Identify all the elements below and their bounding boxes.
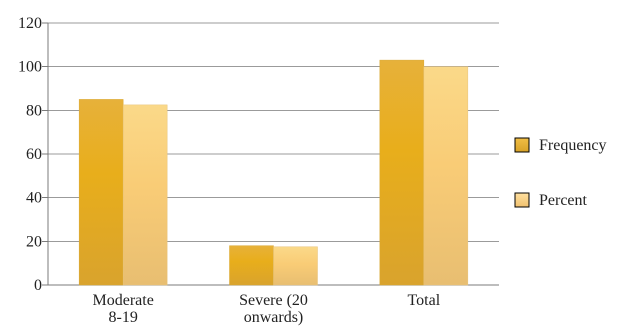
x-tick-label-line: Total: [408, 292, 441, 309]
x-tick-label: Total: [408, 292, 441, 309]
y-tick-label: 0: [34, 277, 42, 294]
x-tick-label-line: 8-19: [109, 309, 138, 326]
y-axis-ticks: 0 20 40 60 80 100 120: [18, 15, 48, 294]
legend-swatch-frequency: [514, 137, 530, 153]
bars: [78, 59, 469, 286]
legend-label-percent: Percent: [539, 192, 588, 209]
x-axis-ticks: Moderate 8-19 Severe (20 onwards) Total: [93, 292, 441, 326]
legend-label-frequency: Frequency: [539, 137, 607, 154]
bar-percent: [423, 66, 469, 286]
x-tick-label: Moderate 8-19: [93, 292, 154, 326]
y-tick-label: 100: [18, 59, 42, 76]
y-tick-label: 80: [26, 102, 42, 119]
legend-swatch-percent: [514, 192, 530, 208]
y-tick-label: 60: [26, 146, 42, 163]
y-tick-label: 120: [18, 15, 42, 32]
x-tick-label-line: onwards): [244, 309, 304, 326]
legend: Frequency Percent: [514, 137, 607, 209]
x-tick-label-line: Severe (20: [239, 292, 308, 309]
bar-frequency: [379, 59, 425, 286]
bar-frequency: [78, 99, 124, 286]
x-tick-label-line: Moderate: [93, 292, 154, 309]
x-tick-label: Severe (20 onwards): [239, 292, 308, 326]
bar-percent: [122, 104, 168, 286]
bar-frequency: [229, 245, 274, 286]
y-tick-label: 20: [26, 233, 42, 250]
y-tick-label: 40: [26, 190, 42, 207]
bar-percent: [273, 246, 318, 286]
